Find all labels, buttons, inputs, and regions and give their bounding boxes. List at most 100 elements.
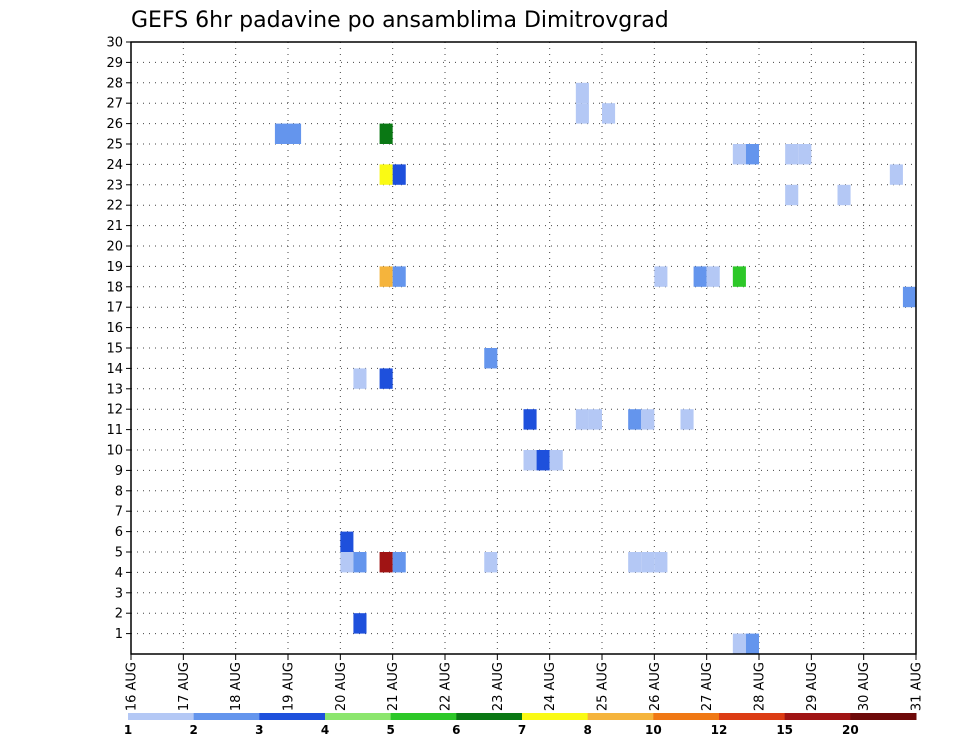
colorbar-label: 5 xyxy=(386,723,394,737)
data-cell xyxy=(785,144,799,165)
data-cell xyxy=(732,266,746,287)
colorbar-swatch xyxy=(653,713,720,720)
data-cell xyxy=(523,450,537,471)
y-tick-label: 16 xyxy=(106,321,123,336)
data-cell xyxy=(379,164,393,185)
x-tick-label: 18 AUG xyxy=(229,662,244,711)
data-cell xyxy=(353,552,367,573)
colorbar-swatch xyxy=(587,713,654,720)
data-cell xyxy=(785,184,799,206)
data-cell xyxy=(379,368,393,389)
y-tick-label: 24 xyxy=(106,158,123,173)
colorbar-label: 12 xyxy=(711,723,728,737)
x-tick-label: 16 AUG xyxy=(125,662,140,711)
x-axis: 16 AUG 17 AUG 18 AUG 19 AUG 20 AUG 21 AUG 22 A… xyxy=(125,654,925,711)
y-tick-label: 28 xyxy=(106,76,123,91)
colorbar-swatch xyxy=(850,713,917,720)
data-cell xyxy=(641,552,655,573)
data-cell xyxy=(654,266,668,287)
y-tick-label: 27 xyxy=(106,97,123,112)
y-tick-label: 12 xyxy=(106,403,123,418)
data-cell xyxy=(575,409,589,430)
data-cell xyxy=(392,266,406,287)
data-cell xyxy=(379,123,393,144)
data-cell xyxy=(549,450,563,471)
data-cells xyxy=(274,82,916,654)
colorbar-swatch xyxy=(522,713,589,720)
colorbar-label: 1 xyxy=(124,723,132,737)
x-tick-label: 31 AUG xyxy=(910,662,925,711)
data-cell xyxy=(484,552,498,573)
x-tick-label: 19 AUG xyxy=(282,662,297,711)
data-cell xyxy=(641,409,655,430)
colorbar-label: 20 xyxy=(842,723,859,737)
colorbar-label: 10 xyxy=(645,723,662,737)
data-cell xyxy=(523,409,537,430)
colorbar-label: 3 xyxy=(255,723,263,737)
y-tick-label: 11 xyxy=(106,423,123,438)
colorbar-swatch xyxy=(128,713,195,720)
y-tick-label: 14 xyxy=(106,362,123,377)
data-cell xyxy=(392,552,406,573)
data-cell xyxy=(340,531,354,552)
y-tick-label: 13 xyxy=(106,382,123,397)
y-tick-label: 26 xyxy=(106,117,123,132)
colorbar-swatch xyxy=(325,713,392,720)
y-tick-label: 10 xyxy=(106,444,123,459)
data-cell xyxy=(732,633,746,654)
data-cell xyxy=(484,348,498,369)
y-tick-label: 5 xyxy=(115,546,123,561)
data-cell xyxy=(392,164,406,185)
y-tick-label: 29 xyxy=(106,56,123,71)
y-tick-label: 18 xyxy=(106,280,123,295)
data-cell xyxy=(902,286,916,308)
data-cell xyxy=(588,409,602,430)
data-cell xyxy=(732,144,746,165)
colorbar-label: 8 xyxy=(583,723,591,737)
x-tick-label: 24 AUG xyxy=(543,662,558,711)
y-tick-label: 25 xyxy=(106,138,123,153)
data-cell xyxy=(353,368,367,389)
y-tick-label: 20 xyxy=(106,240,123,255)
data-cell xyxy=(837,184,851,206)
y-tick-label: 19 xyxy=(106,260,123,275)
data-cell xyxy=(654,552,668,573)
data-cell xyxy=(628,552,642,573)
x-tick-label: 27 AUG xyxy=(700,662,715,711)
x-tick-label: 23 AUG xyxy=(491,662,506,711)
data-cell xyxy=(680,409,694,430)
x-tick-label: 25 AUG xyxy=(596,662,611,711)
y-tick-label: 7 xyxy=(115,505,123,520)
x-tick-label: 29 AUG xyxy=(805,662,820,711)
colorbar-label: 15 xyxy=(776,723,793,737)
x-tick-label: 22 AUG xyxy=(439,662,454,711)
data-cell xyxy=(745,633,759,654)
colorbar-swatch xyxy=(193,713,260,720)
y-tick-label: 22 xyxy=(106,199,123,214)
data-cell xyxy=(798,144,812,165)
data-cell xyxy=(353,613,367,634)
data-cell xyxy=(889,164,903,185)
colorbar-swatch xyxy=(390,713,457,720)
data-cell xyxy=(536,450,550,471)
colorbar-swatch xyxy=(259,713,326,720)
colorbar-label: 2 xyxy=(189,723,197,737)
y-tick-label: 1 xyxy=(115,627,123,642)
y-tick-label: 30 xyxy=(106,36,123,51)
data-cell xyxy=(575,82,589,104)
y-tick-label: 6 xyxy=(115,525,123,540)
data-cell xyxy=(288,123,302,144)
y-tick-label: 9 xyxy=(115,464,123,479)
plot-frame xyxy=(130,41,917,655)
y-tick-label: 3 xyxy=(115,586,123,601)
data-cell xyxy=(706,266,720,287)
colorbar-swatch xyxy=(456,713,523,720)
y-tick-label: 17 xyxy=(106,301,123,316)
grid-lines xyxy=(131,42,916,654)
data-cell xyxy=(693,266,707,287)
colorbar-swatch xyxy=(784,713,851,720)
x-tick-label: 28 AUG xyxy=(753,662,768,711)
y-tick-label: 23 xyxy=(106,178,123,193)
colorbar-label: 4 xyxy=(321,723,329,737)
colorbar: 1 2 3 4 5 6 7 8 10 12 15 20 xyxy=(124,713,917,737)
